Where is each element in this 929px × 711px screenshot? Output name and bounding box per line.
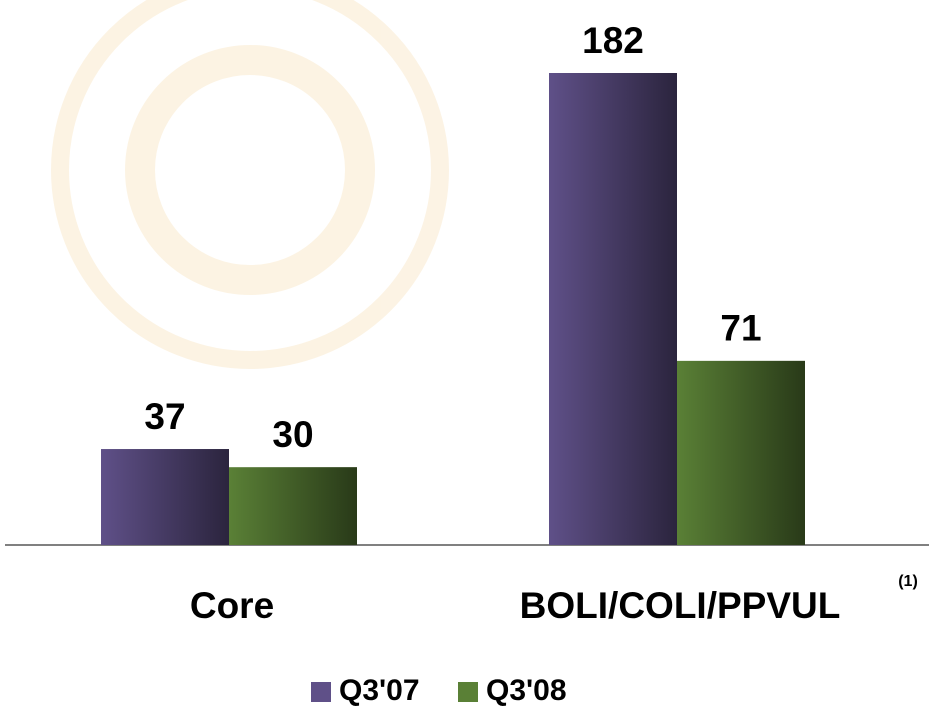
legend-swatch	[311, 682, 331, 702]
bar-shade	[677, 361, 805, 545]
value-label: 37	[144, 396, 185, 437]
category-label: Core	[190, 585, 274, 626]
legend-label: Q3'07	[339, 674, 420, 707]
value-label: 30	[272, 414, 313, 455]
bar-shade	[101, 449, 229, 545]
background-logo	[60, 0, 440, 360]
legend-label: Q3'08	[486, 674, 567, 707]
footnote: (1)	[898, 573, 918, 590]
bar-shade	[229, 467, 357, 545]
legend-swatch	[458, 682, 478, 702]
value-label: 71	[720, 308, 761, 349]
value-label: 182	[582, 20, 644, 61]
category-label: BOLI/COLI/PPVUL	[520, 585, 841, 626]
chart: (1) Core 37 30 BOLI/COLI/PPVUL 182 71 Q3'07 Q3'…	[0, 0, 929, 711]
bar-shade	[549, 73, 677, 545]
